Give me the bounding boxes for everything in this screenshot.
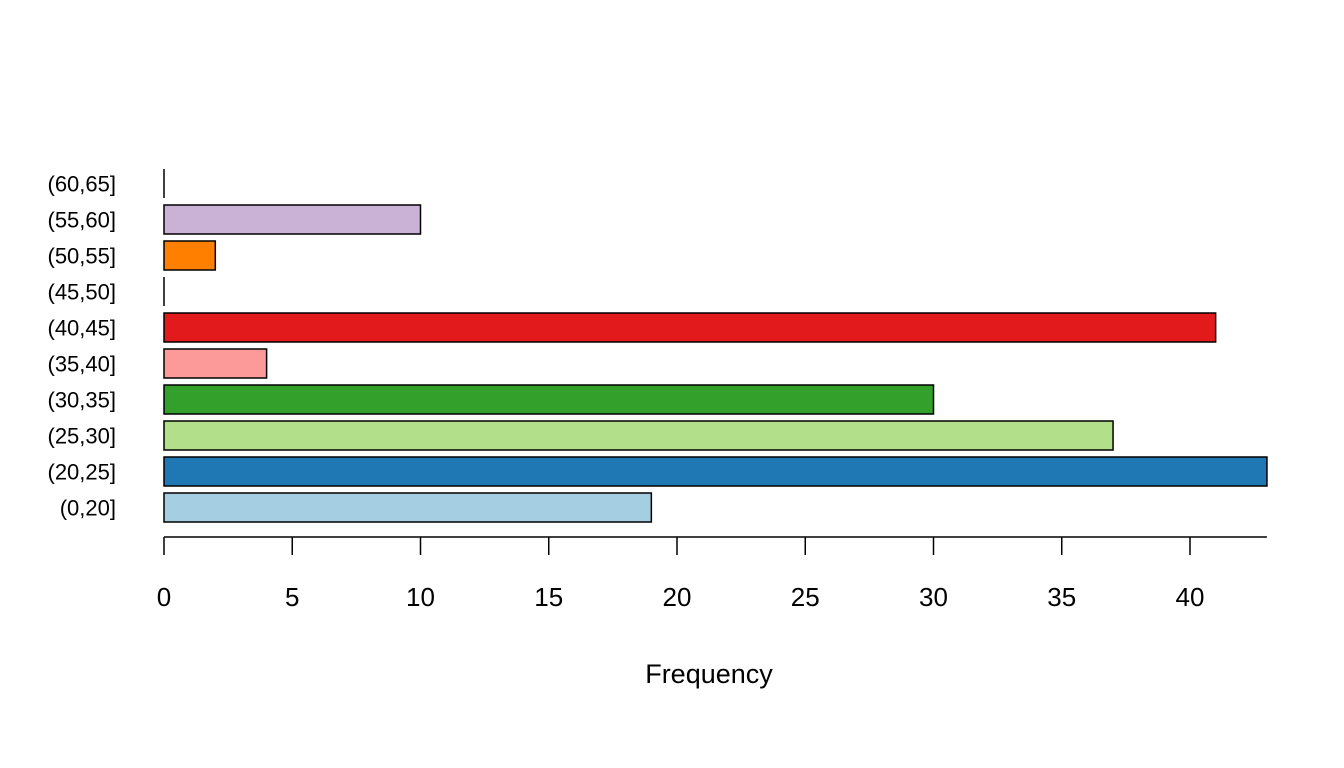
- x-tick-label: 0: [157, 582, 171, 612]
- x-axis: 0 5 10 15 20 25 30 35 40: [157, 536, 1267, 612]
- category-labels: (0,20] (20,25] (25,30] (30,35] (35,40] (40,45…: [48, 172, 117, 521]
- x-tick-label: 10: [406, 582, 435, 612]
- bar-(50,55]: [163, 240, 217, 271]
- bar-(20,25]: [163, 456, 1268, 487]
- category-label: (55,60]: [48, 208, 117, 233]
- category-label: (25,30]: [48, 424, 117, 449]
- x-tick-label: 5: [285, 582, 299, 612]
- bars-layer: [163, 169, 1268, 523]
- x-tick-label: 15: [534, 582, 563, 612]
- x-tick-label: 25: [791, 582, 820, 612]
- bar-(30,35]: [163, 384, 935, 415]
- bar-(40,45]: [163, 312, 1217, 343]
- category-label: (0,20]: [60, 496, 116, 521]
- bar-(0,20]: [163, 492, 653, 523]
- category-label: (20,25]: [48, 460, 117, 485]
- bar-(25,30]: [163, 420, 1114, 451]
- x-tick-label: 30: [919, 582, 948, 612]
- category-label: (60,65]: [48, 172, 117, 197]
- category-label: (50,55]: [48, 244, 117, 269]
- x-tick-label: 20: [663, 582, 692, 612]
- category-label: (30,35]: [48, 388, 117, 413]
- bar-(35,40]: [163, 348, 268, 379]
- x-axis-title: Frequency: [645, 659, 773, 689]
- x-tick-label: 35: [1047, 582, 1076, 612]
- category-label: (35,40]: [48, 352, 117, 377]
- category-label: (45,50]: [48, 280, 117, 305]
- x-tick-label: 40: [1176, 582, 1205, 612]
- bar-(55,60]: [163, 204, 422, 235]
- category-label: (40,45]: [48, 316, 117, 341]
